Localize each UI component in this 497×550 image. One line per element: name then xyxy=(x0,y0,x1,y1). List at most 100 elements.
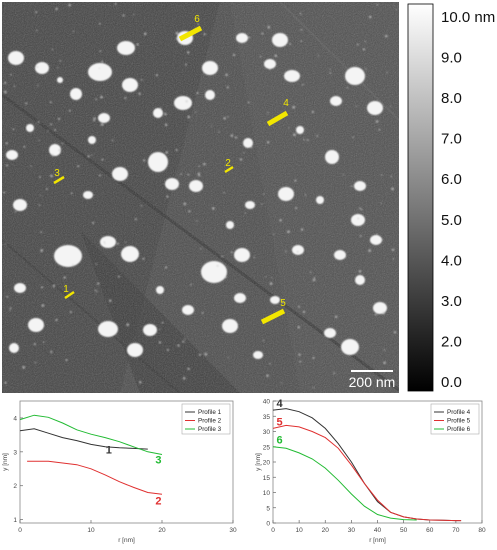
colorbar-tick-label: 10.0 nm xyxy=(441,9,495,26)
speckle xyxy=(247,101,250,104)
particle xyxy=(351,214,365,226)
profile-3-marker-label: 3 xyxy=(54,168,60,179)
speckle xyxy=(297,325,301,329)
speckle xyxy=(312,356,315,360)
speckle xyxy=(342,174,345,176)
speckle xyxy=(50,123,53,126)
particle xyxy=(14,283,26,293)
speckle xyxy=(45,188,48,190)
x-tick-label: 80 xyxy=(478,527,486,534)
legend-entry: Profile 6 xyxy=(447,426,471,433)
speckle xyxy=(138,380,142,384)
speckle xyxy=(287,230,290,234)
y-tick-label: 5 xyxy=(266,505,270,512)
speckle xyxy=(98,22,101,25)
colorbar-tick-label: 9.0 xyxy=(441,50,462,67)
particle xyxy=(355,275,365,285)
speckle xyxy=(304,193,307,196)
speckle xyxy=(35,11,38,14)
speckle xyxy=(380,202,382,204)
speckle xyxy=(313,277,316,279)
particle xyxy=(8,51,24,65)
particle xyxy=(127,343,143,357)
speckle xyxy=(300,40,303,42)
speckle xyxy=(357,217,360,220)
speckle xyxy=(292,133,296,137)
speckle xyxy=(226,86,229,89)
speckle xyxy=(47,130,49,132)
speckle xyxy=(41,286,44,288)
speckle xyxy=(294,179,297,182)
speckle xyxy=(302,310,306,314)
speckle xyxy=(65,358,68,362)
speckle xyxy=(5,142,8,145)
speckle xyxy=(124,96,127,99)
speckle xyxy=(300,28,303,31)
speckle xyxy=(159,107,162,110)
speckle xyxy=(274,54,278,58)
y-tick-label: 15 xyxy=(263,475,271,482)
series-label-profile-5: 5 xyxy=(276,416,282,428)
profile-4-line xyxy=(266,110,289,127)
speckle xyxy=(368,15,372,19)
particle xyxy=(325,150,339,164)
speckle xyxy=(25,102,28,105)
particle xyxy=(270,296,280,304)
particle xyxy=(9,343,19,353)
speckle xyxy=(393,331,397,334)
speckle xyxy=(210,125,213,127)
speckle xyxy=(201,312,204,314)
speckle xyxy=(39,176,41,179)
particle xyxy=(253,351,263,359)
particle xyxy=(278,187,294,201)
speckle xyxy=(312,386,315,389)
speckle xyxy=(203,162,206,166)
y-tick-label: 25 xyxy=(263,444,271,451)
speckle xyxy=(101,158,104,161)
speckle xyxy=(51,48,54,51)
speckle xyxy=(38,139,40,142)
speckle xyxy=(234,136,238,139)
speckle xyxy=(188,210,191,213)
particle xyxy=(316,196,324,204)
speckle xyxy=(266,374,269,378)
series-label-profile-4: 4 xyxy=(276,398,283,410)
speckle xyxy=(306,139,309,142)
speckle xyxy=(185,100,188,103)
speckle xyxy=(253,256,256,259)
speckle xyxy=(378,128,381,131)
speckle xyxy=(198,165,200,168)
speckle xyxy=(180,173,182,175)
y-axis-label: y [nm] xyxy=(2,453,9,471)
speckle xyxy=(261,32,264,35)
speckle xyxy=(230,134,234,137)
particle xyxy=(272,33,288,47)
scale-bar: 200 nm xyxy=(349,370,395,390)
speckle xyxy=(224,275,227,279)
speckle xyxy=(376,3,379,6)
speckle xyxy=(250,146,253,149)
particle xyxy=(330,96,342,106)
speckle xyxy=(175,31,179,35)
profile-6-line xyxy=(178,25,203,42)
particle xyxy=(28,318,44,332)
speckle xyxy=(117,275,120,278)
speckle xyxy=(230,251,233,254)
speckle xyxy=(10,73,12,76)
particle xyxy=(284,70,300,82)
particle xyxy=(182,305,194,315)
speckle xyxy=(288,127,290,129)
series-label-profile-3: 3 xyxy=(155,455,161,467)
speckle xyxy=(227,116,229,118)
speckle xyxy=(63,276,66,279)
speckle xyxy=(164,266,168,269)
speckle xyxy=(9,307,12,310)
speckle xyxy=(111,139,114,142)
speckle xyxy=(100,95,103,99)
speckle xyxy=(38,204,41,206)
speckle xyxy=(77,165,80,168)
speckle xyxy=(382,311,386,315)
speckle xyxy=(9,309,11,312)
speckle xyxy=(303,138,305,141)
speckle xyxy=(299,360,302,363)
